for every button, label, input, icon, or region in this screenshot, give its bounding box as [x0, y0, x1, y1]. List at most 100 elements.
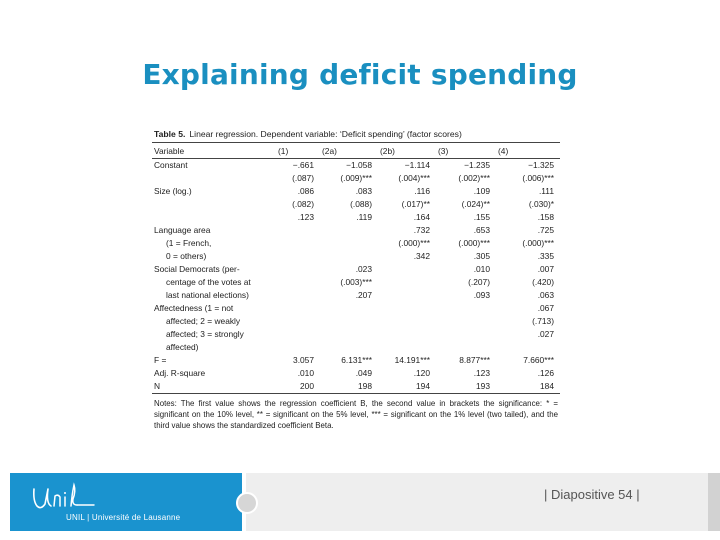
table-cell-variable: affected; 3 = strongly	[166, 329, 244, 339]
table-cell-value: .086	[297, 186, 314, 196]
table-cell-value: 198	[320, 380, 378, 394]
table-cell-value: .123	[473, 368, 490, 378]
table-cell-value	[378, 341, 436, 354]
table-cell-value: .119	[356, 212, 372, 222]
table-cell-variable: Constant	[154, 160, 188, 170]
table-row: Language area .732 .653 .725	[152, 224, 560, 237]
table-cell-value: −1.114	[404, 160, 430, 170]
table-row: affected; 2 = weakly (.713)	[152, 315, 560, 328]
regression-table: Table 5. Linear regression. Dependent var…	[152, 125, 560, 431]
table-cell-variable: 0 = others)	[166, 251, 207, 261]
table-cell-value: .007	[537, 264, 554, 274]
table-cell-value: (.009)***	[340, 173, 372, 183]
table-cell-value: .023	[355, 264, 372, 274]
table-cell-variable: (1 = French,	[166, 238, 212, 248]
table-cell-value: .335	[537, 251, 554, 261]
table-cell-value	[320, 250, 378, 263]
table-cell-value: .732	[413, 225, 430, 235]
table-cell-value	[436, 328, 496, 341]
table-cell-value	[320, 315, 378, 328]
table-cell-value	[436, 302, 496, 315]
table-cell-value: (.713)	[532, 316, 554, 326]
table-cell-value: .120	[413, 368, 430, 378]
table-cell-value: −1.058	[346, 160, 372, 170]
table-row: Adj. R-square .010 .049 .120 .123 .126	[152, 367, 560, 380]
table-cell-value: (.003)***	[340, 277, 372, 287]
table-cell-value: (.017)**	[401, 199, 430, 209]
footer-bar: | Diapositive 54 |	[246, 473, 708, 531]
table-cell-value	[276, 328, 320, 341]
table-cell-value	[378, 276, 436, 289]
table-cell-value: 193	[436, 380, 496, 394]
footer-logo-panel: UNIL | Université de Lausanne	[10, 473, 242, 531]
header-model-2b: (2b)	[378, 143, 436, 159]
footer-right-strip	[708, 473, 720, 531]
table-cell-value	[276, 263, 320, 276]
table-row: Social Democrats (per- .023 .010 .007	[152, 263, 560, 276]
table-cell-variable: Social Democrats (per-	[154, 264, 240, 274]
table-cell-value: (.000)***	[522, 238, 554, 248]
header-variable: Variable	[152, 143, 276, 159]
table-cell-value: (.088)	[350, 199, 372, 209]
table-cell-variable: last national elections)	[166, 290, 249, 300]
logo-text: UNIL | Université de Lausanne	[66, 513, 181, 522]
table-cell-variable	[152, 211, 276, 224]
table-cell-value	[320, 237, 378, 250]
table-cell-value: .126	[537, 368, 554, 378]
header-model-4: (4)	[496, 143, 560, 159]
table-cell-value: −1.325	[528, 160, 554, 170]
table-cell-value: .067	[537, 303, 554, 313]
table-cell-value: 14.191***	[394, 355, 430, 365]
table-cell-value	[378, 315, 436, 328]
table-cell-value: .093	[473, 290, 490, 300]
table-cell-value: .342	[413, 251, 430, 261]
table-cell-value: 6.131***	[341, 355, 372, 365]
table-cell-value	[276, 224, 320, 237]
table-row: (.087) (.009)*** (.004)*** (.002)*** (.006)*…	[152, 172, 560, 185]
table-cell-value	[378, 263, 436, 276]
table-cell-value	[378, 328, 436, 341]
table-cell-value: (.004)***	[398, 173, 430, 183]
table-cell-value: .010	[297, 368, 314, 378]
table-cell-value: (.087)	[292, 173, 314, 183]
table-row: affected; 3 = strongly .027	[152, 328, 560, 341]
table-row: last national elections) .207 .093 .063	[152, 289, 560, 302]
table-cell-value	[320, 328, 378, 341]
table-cell-value: .111	[538, 186, 554, 196]
table-cell-value: −.661	[292, 160, 314, 170]
table-cell-value: (.002)***	[458, 173, 490, 183]
table-cell-value	[320, 224, 378, 237]
table-caption-label: Table 5.	[154, 129, 186, 139]
table-cell-value	[276, 289, 320, 302]
table-cell-value: .158	[537, 212, 554, 222]
table-cell-value: 8.877***	[459, 355, 490, 365]
table-cell-value: 184	[496, 380, 560, 394]
table-cell-value: (.006)***	[522, 173, 554, 183]
table-cell-value: .305	[473, 251, 490, 261]
table-row: affected)	[152, 341, 560, 354]
header-model-3: (3)	[436, 143, 496, 159]
table-row: 0 = others) .342 .305 .335	[152, 250, 560, 263]
table-cell-value: .049	[355, 368, 372, 378]
table-cell-value: (.420)	[532, 277, 554, 287]
table-cell-value: .010	[473, 264, 490, 274]
table-cell-value	[436, 315, 496, 328]
table-cell-variable: Size (log.)	[154, 186, 192, 196]
table-cell-variable: affected)	[166, 342, 199, 352]
table-cell-variable	[152, 172, 276, 185]
table-cell-variable	[152, 198, 276, 211]
table-cell-value: (.000)***	[398, 238, 430, 248]
table-cell-variable: Language area	[154, 225, 211, 235]
table-cell-value: 200	[276, 380, 320, 394]
table-cell-value: .116	[414, 186, 430, 196]
table-row: (1 = French, (.000)*** (.000)*** (.000)***	[152, 237, 560, 250]
table-cell-value	[276, 250, 320, 263]
table-cell-value: .083	[355, 186, 372, 196]
table-row: Constant −.661 −1.058 −1.114 −1.235 −1.325	[152, 159, 560, 173]
table-cell-value	[496, 341, 560, 354]
table-cell-variable: Affectedness (1 = not	[154, 303, 234, 313]
table-cell-value: (.030)*	[528, 199, 554, 209]
table-notes: Notes: The first value shows the regress…	[154, 399, 558, 430]
table-row: centage of the votes at (.003)*** (.207) (.…	[152, 276, 560, 289]
unil-logo-icon	[33, 482, 95, 509]
